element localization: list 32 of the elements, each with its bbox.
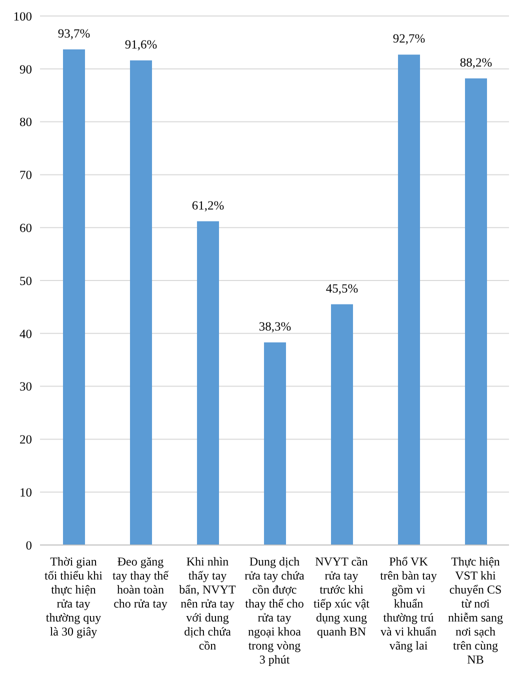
x-tick-label: Dung dịch rửa tay chứa cồn được thay thế cho rửa tay ngoại khoa trong vòng 3 phút [244, 554, 305, 667]
y-tick-label: 10 [20, 486, 32, 500]
x-tick-label: NVYT cần rửa tay trước khi tiếp xúc vật dụng xung quanh BN [314, 554, 370, 639]
data-label: 91,6% [124, 37, 158, 52]
bar [331, 304, 353, 545]
bar [264, 342, 286, 545]
y-tick-label: 0 [26, 538, 32, 552]
data-label: 92,7% [392, 32, 426, 46]
bar [197, 221, 219, 545]
y-tick-label: 90 [20, 62, 32, 76]
y-tick-label: 100 [13, 9, 32, 24]
bar [398, 54, 420, 545]
y-tick-label: 30 [20, 380, 32, 394]
data-label: 61,2% [192, 198, 224, 212]
x-tick-label: Khi nhìn thấy tay bẩn, NVYT nên rửa tay với dung dịch chứa cồn [179, 554, 236, 653]
data-label: 88,2% [460, 55, 492, 70]
data-label: 93,7% [58, 26, 90, 40]
x-tick-label: Thời gian tối thiểu khi thực hiện rửa tay thường quy là 30 giây [44, 554, 104, 639]
data-label: 38,3% [258, 319, 292, 334]
x-tick-label: Phổ VK trên bàn tay gồm vi khuẩn thường trú và vi khuẩn vãng lai [380, 554, 437, 653]
y-tick-label: 40 [20, 326, 32, 341]
y-tick-label: 60 [20, 221, 32, 236]
x-tick-label: Thực hiện VST khi chuyển CS từ nơi nhiễm sang nơi sạch trên cùng NB [448, 554, 503, 667]
bar [465, 78, 487, 545]
y-tick-label: 50 [20, 274, 32, 288]
bar [63, 49, 85, 545]
bar [130, 60, 152, 545]
data-label: 45,5% [326, 281, 358, 296]
y-tick-label: 20 [20, 432, 32, 447]
x-tick-label: Đeo găng tay thay thế hoàn toàn cho rửa tay [112, 554, 170, 611]
y-tick-label: 70 [20, 168, 32, 182]
y-tick-label: 80 [20, 115, 32, 130]
